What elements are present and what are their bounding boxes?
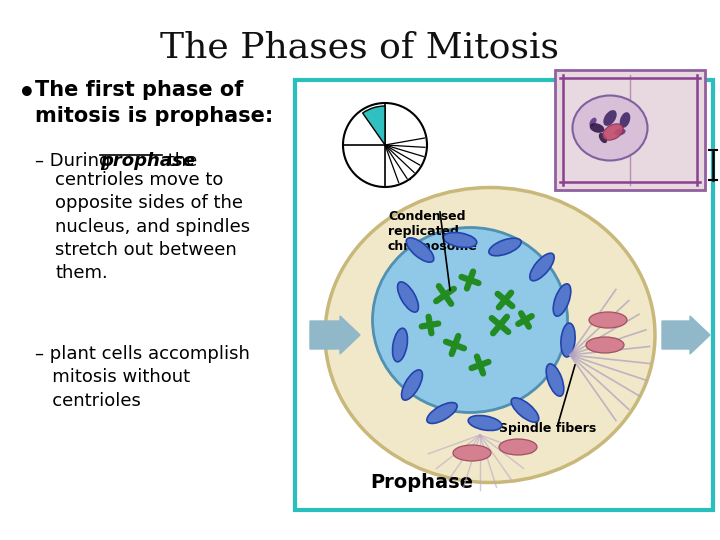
FancyArrow shape: [310, 316, 360, 354]
Ellipse shape: [406, 238, 433, 262]
Ellipse shape: [603, 124, 623, 140]
Ellipse shape: [530, 253, 554, 281]
Text: centrioles move to
opposite sides of the
nucleus, and spindles
stretch out betwe: centrioles move to opposite sides of the…: [55, 171, 250, 282]
Ellipse shape: [372, 227, 567, 413]
Ellipse shape: [392, 328, 408, 362]
Text: Condensed
replicated
chromosome: Condensed replicated chromosome: [388, 210, 478, 253]
Text: The first phase of
mitosis is prophase:: The first phase of mitosis is prophase:: [35, 80, 274, 126]
Text: The Phases of Mitosis: The Phases of Mitosis: [161, 30, 559, 64]
Ellipse shape: [397, 282, 418, 312]
Ellipse shape: [489, 238, 521, 256]
Ellipse shape: [590, 123, 604, 133]
Ellipse shape: [468, 415, 502, 430]
Ellipse shape: [572, 96, 647, 160]
Text: Prophase: Prophase: [370, 473, 473, 492]
Ellipse shape: [603, 110, 617, 126]
Bar: [555, 70, 705, 190]
Ellipse shape: [427, 402, 457, 423]
Ellipse shape: [561, 323, 575, 357]
Ellipse shape: [499, 439, 537, 455]
Wedge shape: [363, 106, 385, 145]
Ellipse shape: [553, 284, 571, 316]
Text: Spindle fibers: Spindle fibers: [500, 422, 597, 435]
Ellipse shape: [325, 187, 655, 483]
Ellipse shape: [546, 364, 564, 396]
Text: – plant cells accomplish
   mitosis without
   centrioles: – plant cells accomplish mitosis without…: [35, 345, 250, 410]
Bar: [295, 80, 713, 510]
Text: the: the: [162, 152, 197, 170]
Text: – During: – During: [35, 152, 116, 170]
Ellipse shape: [599, 133, 607, 143]
Ellipse shape: [453, 445, 491, 461]
Ellipse shape: [586, 337, 624, 353]
Ellipse shape: [444, 233, 477, 247]
Circle shape: [343, 103, 427, 187]
Ellipse shape: [620, 112, 630, 128]
Ellipse shape: [402, 370, 423, 400]
Text: prophase: prophase: [100, 152, 195, 170]
Ellipse shape: [589, 312, 627, 328]
Ellipse shape: [590, 118, 597, 126]
FancyArrow shape: [662, 316, 710, 354]
Ellipse shape: [511, 398, 539, 422]
Text: •: •: [18, 80, 36, 108]
Ellipse shape: [614, 129, 626, 136]
